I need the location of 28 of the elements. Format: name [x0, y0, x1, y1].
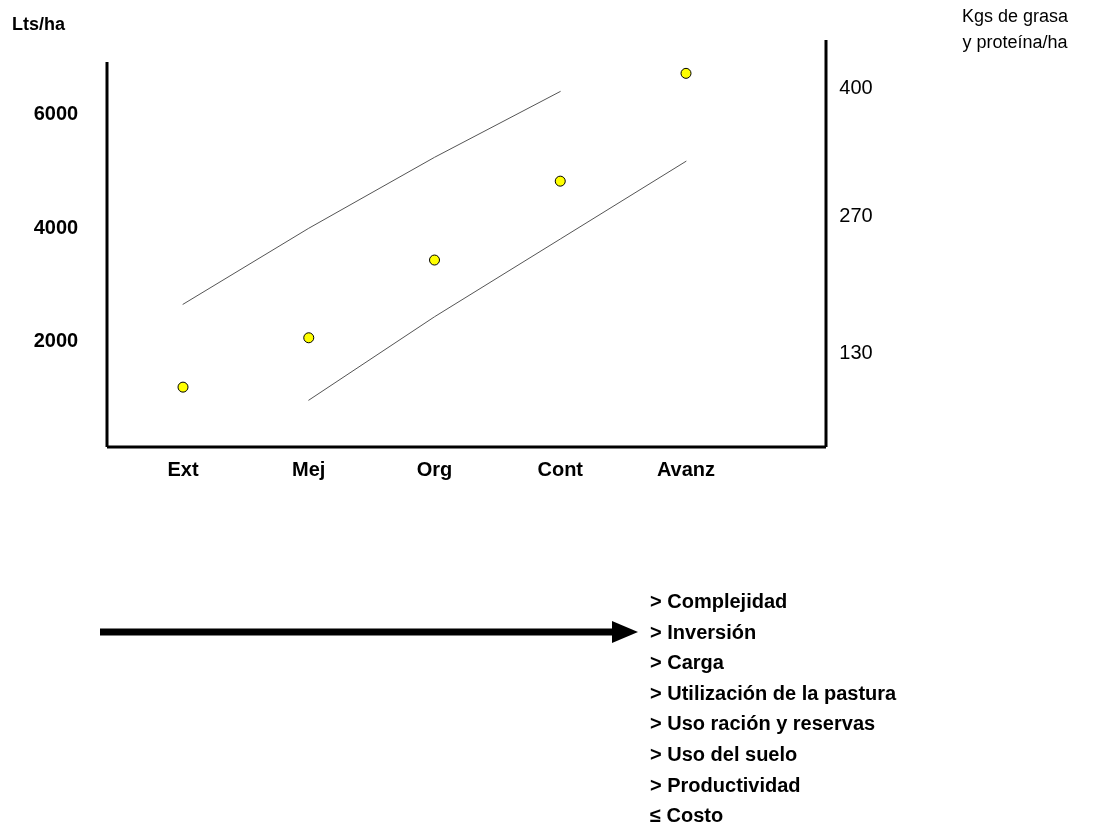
y-tick-label: 2000	[33, 329, 79, 352]
text: > Carga	[650, 651, 725, 674]
y-tick-label: 4000	[33, 215, 79, 238]
x-tick-label: Ext	[167, 458, 199, 480]
point	[303, 332, 315, 344]
text: > Complejidad	[650, 590, 788, 612]
text: > Inversión	[650, 620, 757, 643]
y2-tick-label: 130	[839, 340, 873, 363]
y-tick-label: 6000	[33, 102, 79, 125]
line-series	[308, 160, 687, 401]
y2-tick-label: 400	[839, 76, 873, 99]
y2-axis-title: Kgs de grasa y proteína/ha	[961, 6, 1070, 52]
point	[680, 67, 692, 79]
text: > Uso ración y reservas	[650, 712, 876, 735]
point	[554, 175, 566, 187]
text: > Uso del suelo	[650, 743, 798, 765]
point	[429, 254, 440, 266]
text: ≤ Costo	[650, 804, 724, 827]
text: > Productividad	[650, 773, 801, 796]
text: > Utilización de la pastura	[650, 681, 898, 704]
x-tick-label: Cont	[537, 458, 584, 480]
y2-tick-label: 270	[839, 203, 873, 226]
x-tick-label: Mej	[292, 458, 326, 480]
point	[177, 381, 189, 393]
x-tick-label: Org	[416, 458, 453, 480]
x-tick-label: Avanz	[656, 458, 716, 480]
line-series	[182, 91, 561, 305]
y-axis-title: Lts/ha	[12, 14, 66, 34]
